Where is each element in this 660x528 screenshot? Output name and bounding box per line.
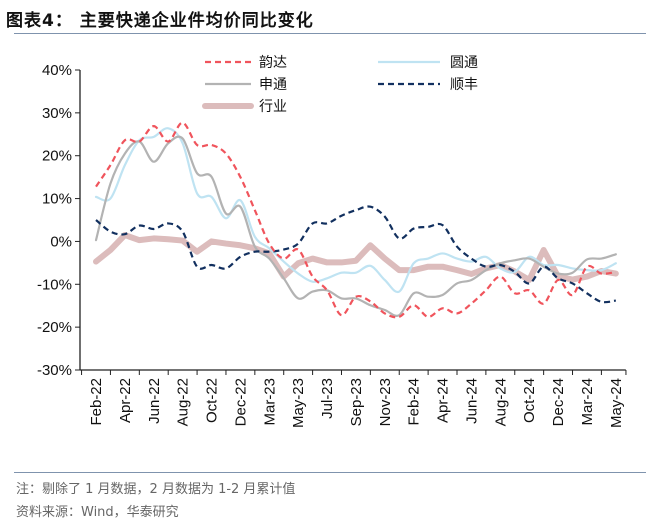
- y-tick-label: -30%: [37, 362, 72, 379]
- x-tick-label: Feb-22: [88, 378, 105, 426]
- x-tick-label: Apr-24: [435, 378, 452, 423]
- x-tick-label: Jun-22: [146, 378, 163, 424]
- x-tick-label: Mar-23: [261, 378, 278, 426]
- x-tick-label: Aug-22: [175, 378, 192, 426]
- series-line-2: [94, 127, 617, 294]
- y-tick-label: 0%: [50, 233, 72, 250]
- bottom-divider: [14, 472, 646, 473]
- x-tick-label: Oct-22: [204, 378, 221, 423]
- source-note: 资料来源：Wind，华泰研究: [16, 505, 179, 520]
- x-tick-label: Jul-23: [319, 378, 336, 419]
- series-line-4: [95, 205, 616, 304]
- series-line-1: [95, 121, 617, 319]
- y-tick-label: 40%: [42, 62, 72, 79]
- x-tick-label: Apr-22: [117, 378, 134, 423]
- legend-label: 韵达: [259, 55, 287, 71]
- y-tick-label: -10%: [37, 276, 72, 293]
- x-tick-label: Aug-24: [492, 378, 509, 426]
- x-tick-label: Dec-24: [550, 378, 567, 426]
- legend-label: 圆通: [450, 55, 478, 71]
- y-tick-label: 20%: [42, 148, 72, 165]
- x-tick-label: Mar-24: [579, 378, 596, 426]
- y-tick-label: 10%: [42, 191, 72, 208]
- top-divider: [14, 33, 646, 34]
- y-tick-label: -20%: [37, 319, 72, 336]
- x-tick-label: Dec-22: [232, 378, 249, 426]
- x-tick-label: Sep-23: [348, 378, 365, 426]
- x-tick-label: May-24: [608, 378, 625, 428]
- y-tick-label: 30%: [42, 105, 72, 122]
- figure-title: 图表4： 主要快递企业件均价同比变化: [6, 11, 314, 31]
- legend-label: 顺丰: [450, 77, 478, 93]
- x-tick-label: Nov-23: [377, 378, 394, 426]
- footnote: 注：剔除了 1 月数据，2 月数据为 1-2 月累计值: [16, 482, 296, 497]
- series-line-3: [94, 135, 617, 317]
- x-tick-label: Feb-24: [406, 378, 423, 426]
- legend-label: 申通: [259, 77, 287, 93]
- x-tick-label: Jun-24: [463, 378, 480, 424]
- x-tick-label: May-23: [290, 378, 307, 428]
- series-line-5: [93, 232, 619, 283]
- legend-label: 行业: [259, 99, 287, 115]
- x-tick-label: Oct-24: [521, 378, 538, 423]
